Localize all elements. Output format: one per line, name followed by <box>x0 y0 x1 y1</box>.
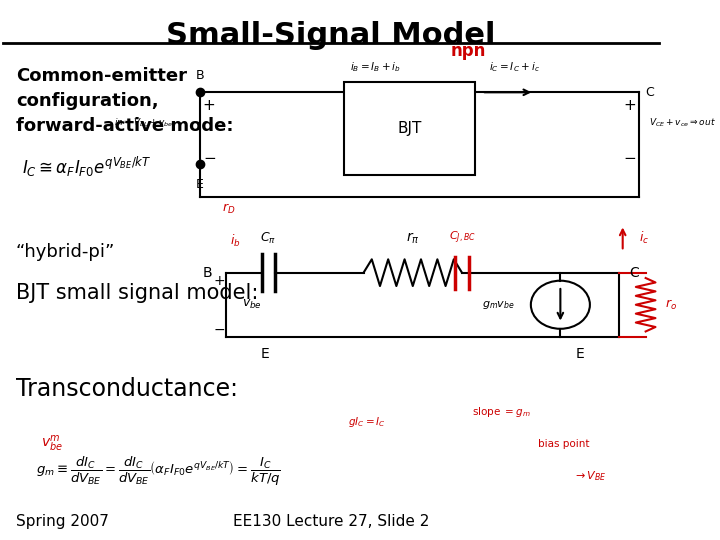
Text: C: C <box>629 266 639 280</box>
Text: +: + <box>203 98 215 113</box>
Text: $g I_C = I_C$: $g I_C = I_C$ <box>348 415 386 429</box>
Text: E: E <box>261 348 269 361</box>
Text: $r_\pi$: $r_\pi$ <box>406 231 420 246</box>
Text: E: E <box>576 348 585 361</box>
Text: Transconductance:: Transconductance: <box>16 377 238 401</box>
Text: “hybrid-pi”: “hybrid-pi” <box>16 244 115 261</box>
Text: Common-emitter
configuration,
forward-active mode:: Common-emitter configuration, forward-ac… <box>16 67 233 135</box>
Text: $r_D$: $r_D$ <box>222 201 236 215</box>
Text: $I_C \cong \alpha_F I_{F0} e^{qV_{BE}/kT}$: $I_C \cong \alpha_F I_{F0} e^{qV_{BE}/kT… <box>22 155 152 179</box>
Text: B: B <box>195 69 204 82</box>
Text: BJT small signal model:: BJT small signal model: <box>16 284 258 303</box>
Text: $i_c$: $i_c$ <box>639 230 649 246</box>
FancyBboxPatch shape <box>344 82 475 175</box>
Text: $v_{be}$: $v_{be}$ <box>242 298 262 311</box>
Text: $i_C = I_C + i_c$: $i_C = I_C + i_c$ <box>489 60 540 73</box>
Text: bias point: bias point <box>538 438 590 449</box>
Text: BJT: BJT <box>397 121 422 136</box>
Text: $r_o$: $r_o$ <box>665 298 678 312</box>
Text: $-$: $-$ <box>213 322 225 336</box>
Text: $g_m \equiv \dfrac{dI_C}{dV_{BE}} = \dfrac{dI_C}{dV_{BE}}\left(\alpha_F I_{F0} e: $g_m \equiv \dfrac{dI_C}{dV_{BE}} = \dfr… <box>35 454 281 488</box>
Text: C: C <box>646 86 654 99</box>
Text: slope $= g_m$: slope $= g_m$ <box>472 404 531 418</box>
Text: $g_m v_{be}$: $g_m v_{be}$ <box>482 299 515 310</box>
Text: E: E <box>196 178 204 191</box>
Text: +: + <box>623 98 636 113</box>
Text: $C_\pi$: $C_\pi$ <box>261 231 276 246</box>
Text: $v_{be}^{m}$: $v_{be}^{m}$ <box>41 434 63 454</box>
Text: $i_b$: $i_b$ <box>230 233 241 248</box>
Text: $C_{J,BC}$: $C_{J,BC}$ <box>449 230 475 246</box>
Text: B: B <box>203 266 212 280</box>
Text: npn: npn <box>451 42 486 60</box>
Text: $-$: $-$ <box>623 149 636 164</box>
Text: $-$: $-$ <box>203 149 216 164</box>
Text: $i_B = I_B + i_b$: $i_B = I_B + i_b$ <box>351 60 402 73</box>
Text: EE130 Lecture 27, Slide 2: EE130 Lecture 27, Slide 2 <box>233 514 429 529</box>
Text: Spring 2007: Spring 2007 <box>16 514 109 529</box>
Text: $\rightarrow V_{BE}$: $\rightarrow V_{BE}$ <box>573 469 607 483</box>
Text: Small-Signal Model: Small-Signal Model <box>166 22 495 50</box>
Text: +: + <box>213 274 225 288</box>
Text: $in \Rightarrow V_{BL}+v_{be}$: $in \Rightarrow V_{BL}+v_{be}$ <box>114 117 174 129</box>
Text: $V_{CE}+v_{ce} \Rightarrow out$: $V_{CE}+v_{ce} \Rightarrow out$ <box>649 117 716 129</box>
